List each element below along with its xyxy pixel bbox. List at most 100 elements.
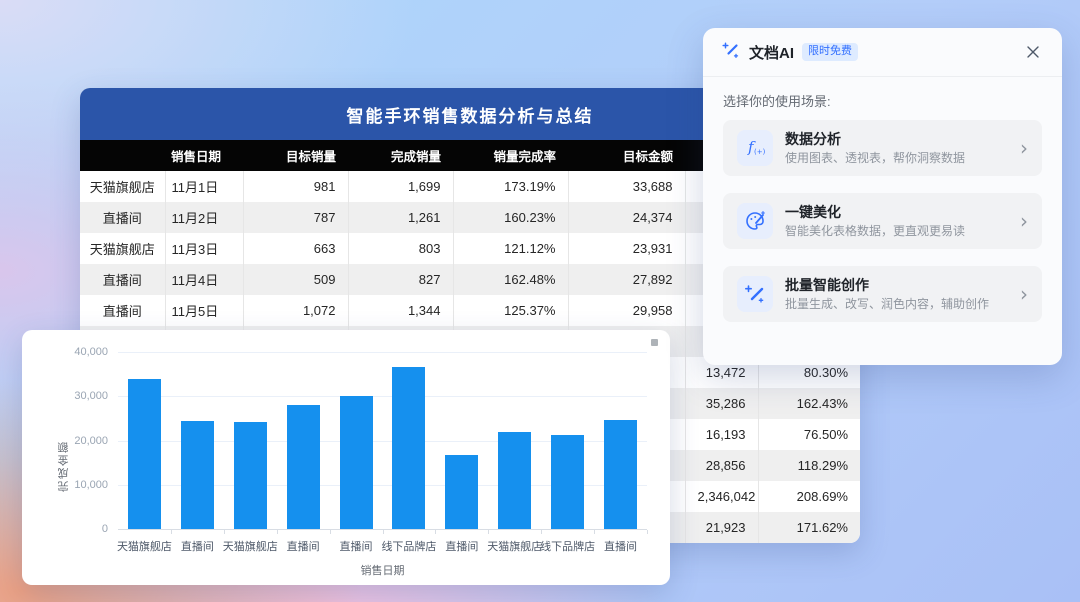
table-cell[interactable]: 直播间 [80,202,166,233]
bar [604,420,638,529]
x-tick-label: 线下品牌店 [540,541,596,553]
x-tick-mark [382,530,384,534]
bar-chart: 完成金额 销售日期 0 10,000 20,000 30,000 40,000 天猫旗舰店… [22,330,670,585]
table-cell[interactable]: 27,892 [568,264,686,295]
x-tick-mark [541,530,543,534]
x-tick-mark [329,530,331,534]
y-tick-label: 20,000 [74,434,108,447]
bar [233,422,267,529]
table-cell[interactable]: 11月4日 [165,264,244,295]
table-cell[interactable]: 天猫旗舰店 [80,233,166,264]
table-cell[interactable]: 171.62% [758,512,860,543]
x-tick-mark [276,530,278,534]
table-cell[interactable]: 121.12% [453,233,569,264]
x-tick-label: 直播间 [445,541,479,553]
table-cell[interactable]: 173.19% [453,171,569,202]
column-header: 销量完成率 [453,140,568,171]
table-cell[interactable]: 33,688 [568,171,686,202]
y-tick-label: 40,000 [74,346,108,358]
table-cell[interactable]: 1,072 [243,295,349,326]
close-icon[interactable] [1022,41,1044,63]
x-axis-line [118,529,647,530]
bar-chart-card[interactable]: 完成金额 销售日期 0 10,000 20,000 30,000 40,000 天猫旗舰店… [22,330,670,585]
panel-title: 文档AI [749,44,795,62]
bar [339,395,373,529]
x-tick-mark [647,530,648,534]
scene-desc: 使用图表、透视表，帮你洞察数据 [785,151,966,165]
scene-card-batch-create[interactable]: 批量智能创作 批量生成、改写、润色内容，辅助创作 › [723,266,1042,322]
table-cell[interactable]: 160.23% [453,202,569,233]
table-cell[interactable]: 509 [243,264,349,295]
table-cell[interactable]: 663 [243,233,349,264]
table-cell[interactable]: 162.43% [758,388,860,419]
column-header: 目标销量 [243,140,348,171]
table-cell[interactable]: 28,856 [685,450,759,481]
chart-options-handle-icon[interactable] [651,339,658,346]
sales-table: 销售日期 目标销量 完成销量 销量完成率 目标金额 天猫旗舰店 11月1日 981 1,699… [80,140,860,543]
table-cell[interactable]: 162.48% [453,264,569,295]
column-header: 目标金额 [568,140,685,171]
y-tick-label: 0 [101,523,108,535]
chevron-right-icon: › [1020,136,1028,160]
x-tick-label: 天猫旗舰店 [116,541,172,553]
x-tick-mark [170,530,172,534]
x-tick-label: 直播间 [286,541,320,553]
x-tick-label: 天猫旗舰店 [222,541,278,553]
x-tick-mark [223,530,225,534]
table-cell[interactable]: 16,193 [685,419,759,450]
table-cell[interactable]: 直播间 [80,295,166,326]
svg-text:f: f [747,138,756,156]
table-cell[interactable]: 981 [243,171,349,202]
table-cell[interactable]: 787 [243,202,349,233]
scene-title: 一键美化 [785,204,841,220]
table-cell[interactable]: 76.50% [758,419,860,450]
panel-divider [703,76,1062,77]
table-cell[interactable]: 35,286 [685,388,759,419]
x-tick-label: 天猫旗舰店 [487,541,543,553]
table-cell[interactable]: 29,958 [568,295,686,326]
scene-section-label: 选择你的使用场景: [723,94,831,109]
x-tick-label: 直播间 [339,541,373,553]
table-cell[interactable]: 1,344 [348,295,454,326]
table-cell[interactable]: 11月2日 [165,202,244,233]
table-cell[interactable]: 24,374 [568,202,686,233]
table-cell[interactable]: 208.69% [758,481,860,512]
x-tick-mark [594,530,596,534]
table-cell[interactable]: 11月1日 [165,171,244,202]
table-cell[interactable]: 118.29% [758,450,860,481]
scene-desc: 批量生成、改写、润色内容，辅助创作 [785,297,990,311]
table-cell[interactable]: 23,931 [568,233,686,264]
doc-ai-panel-header: 文档AI 限时免费 [703,28,1062,76]
table-cell[interactable]: 11月3日 [165,233,244,264]
bar [180,420,214,529]
bar [445,454,479,529]
bar [127,379,161,529]
table-cell[interactable]: 1,699 [348,171,454,202]
bar [286,405,320,529]
y-tick-label: 30,000 [74,390,108,403]
x-tick-mark [488,530,490,534]
table-cell[interactable]: 125.37% [453,295,569,326]
scene-card-data-analysis[interactable]: f (+) 数据分析 使用图表、透视表，帮你洞察数据 › [723,120,1042,176]
doc-ai-panel: 文档AI 限时免费 选择你的使用场景: f (+) 数据分析 使用图表、透视表，… [703,28,1062,365]
x-axis-title: 销售日期 [360,565,405,577]
magic-wand-icon [737,276,773,312]
table-cell[interactable]: 直播间 [80,264,166,295]
gridline [118,352,647,353]
table-cell[interactable]: 827 [348,264,454,295]
limited-free-badge: 限时免费 [802,43,859,61]
x-tick-label: 线下品牌店 [381,541,437,553]
table-cell[interactable]: 803 [348,233,454,264]
table-cell[interactable]: 2,346,042 [685,481,759,512]
table-cell[interactable]: 天猫旗舰店 [80,171,166,202]
table-cell[interactable]: 1,261 [348,202,454,233]
column-header: 销售日期 [165,140,243,171]
scene-card-beautify[interactable]: 一键美化 智能美化表格数据，更直观更易读 › [723,193,1042,249]
bar [498,432,532,529]
table-cell[interactable]: 11月5日 [165,295,244,326]
bar [551,435,585,529]
table-cell[interactable]: 21,923 [685,512,759,543]
svg-text:(+): (+) [754,148,766,156]
magic-wand-icon [721,40,741,65]
bar [392,367,426,529]
